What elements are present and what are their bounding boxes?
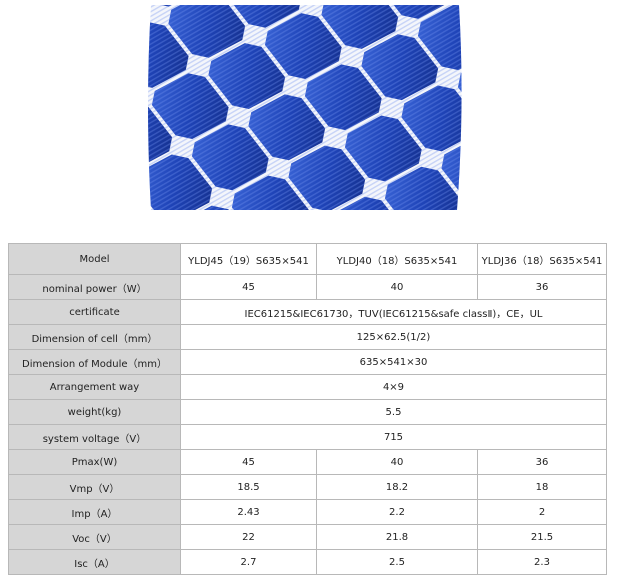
- row-label: Isc（A）: [8, 549, 181, 575]
- cell-value: 21.5: [477, 524, 607, 550]
- cell-value: 2.2: [316, 499, 478, 525]
- table-row: Dimension of cell（mm） 125×62.5(1/2): [8, 324, 607, 350]
- row-label: certificate: [8, 299, 181, 325]
- cell-value: 2.7: [180, 549, 317, 575]
- table-row: Pmax(W) 45 40 36: [8, 449, 607, 475]
- cell-value: YLDJ40（18）S635×541: [316, 243, 478, 275]
- table-row: Imp（A） 2.43 2.2 2: [8, 499, 607, 525]
- cell-value: 22: [180, 524, 317, 550]
- row-label: Vmp（V）: [8, 474, 181, 500]
- cell-value: 2.5: [316, 549, 478, 575]
- cell-value: YLDJ45（19）S635×541: [180, 243, 317, 275]
- row-label: Model: [8, 243, 181, 275]
- cell-value: 40: [316, 449, 478, 475]
- row-label: Dimension of cell（mm）: [8, 324, 181, 350]
- table-row: Model YLDJ45（19）S635×541 YLDJ40（18）S635×54…: [8, 243, 607, 275]
- cell-value: 2: [477, 499, 607, 525]
- solar-panel-photo: (() => { const g = document.getElementBy…: [148, 5, 462, 210]
- cell-value: YLDJ36（18）S635×541: [477, 243, 607, 275]
- cell-value: 45: [180, 274, 317, 300]
- cell-value: 2.3: [477, 549, 607, 575]
- table-row: weight(kg) 5.5: [8, 399, 607, 425]
- cell-value: 40: [316, 274, 478, 300]
- row-label: Voc（V）: [8, 524, 181, 550]
- cell-value: 21.8: [316, 524, 478, 550]
- table-row: Vmp（V） 18.5 18.2 18: [8, 474, 607, 500]
- table-row: certificate IEC61215&IEC61730，TUV(IEC6121…: [8, 299, 607, 325]
- row-label: Pmax(W): [8, 449, 181, 475]
- cell-value: 125×62.5(1/2): [180, 324, 607, 350]
- row-label: Imp（A）: [8, 499, 181, 525]
- table-row: Isc（A） 2.7 2.5 2.3: [8, 549, 607, 575]
- cell-value: 18.2: [316, 474, 478, 500]
- row-label: nominal power（W）: [8, 274, 181, 300]
- cell-value: 635×541×30: [180, 349, 607, 375]
- table-row: Voc（V） 22 21.8 21.5: [8, 524, 607, 550]
- cell-value: 2.43: [180, 499, 317, 525]
- cell-value: 5.5: [180, 399, 607, 425]
- row-label: weight(kg): [8, 399, 181, 425]
- cell-value: 36: [477, 449, 607, 475]
- cell-value: 4×9: [180, 374, 607, 400]
- cell-value: IEC61215&IEC61730，TUV(IEC61215&safe clas…: [180, 299, 607, 325]
- row-label: Arrangement way: [8, 374, 181, 400]
- cell-value: 715: [180, 424, 607, 450]
- table-row: nominal power（W） 45 40 36: [8, 274, 607, 300]
- table-row: Dimension of Module（mm） 635×541×30: [8, 349, 607, 375]
- row-label: Dimension of Module（mm）: [8, 349, 181, 375]
- table-row: Arrangement way 4×9: [8, 374, 607, 400]
- cell-value: 45: [180, 449, 317, 475]
- spec-table: Model YLDJ45（19）S635×541 YLDJ40（18）S635×54…: [8, 243, 607, 575]
- cell-value: 36: [477, 274, 607, 300]
- row-label: system voltage（V）: [8, 424, 181, 450]
- table-row: system voltage（V） 715: [8, 424, 607, 450]
- cell-value: 18.5: [180, 474, 317, 500]
- cell-value: 18: [477, 474, 607, 500]
